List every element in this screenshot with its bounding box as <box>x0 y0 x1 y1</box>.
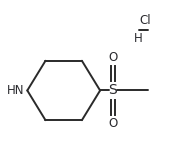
Text: HN: HN <box>7 84 25 97</box>
Text: O: O <box>108 117 117 130</box>
Text: O: O <box>108 51 117 64</box>
Text: H: H <box>134 32 143 46</box>
Text: Cl: Cl <box>140 14 151 27</box>
Text: S: S <box>108 83 117 98</box>
